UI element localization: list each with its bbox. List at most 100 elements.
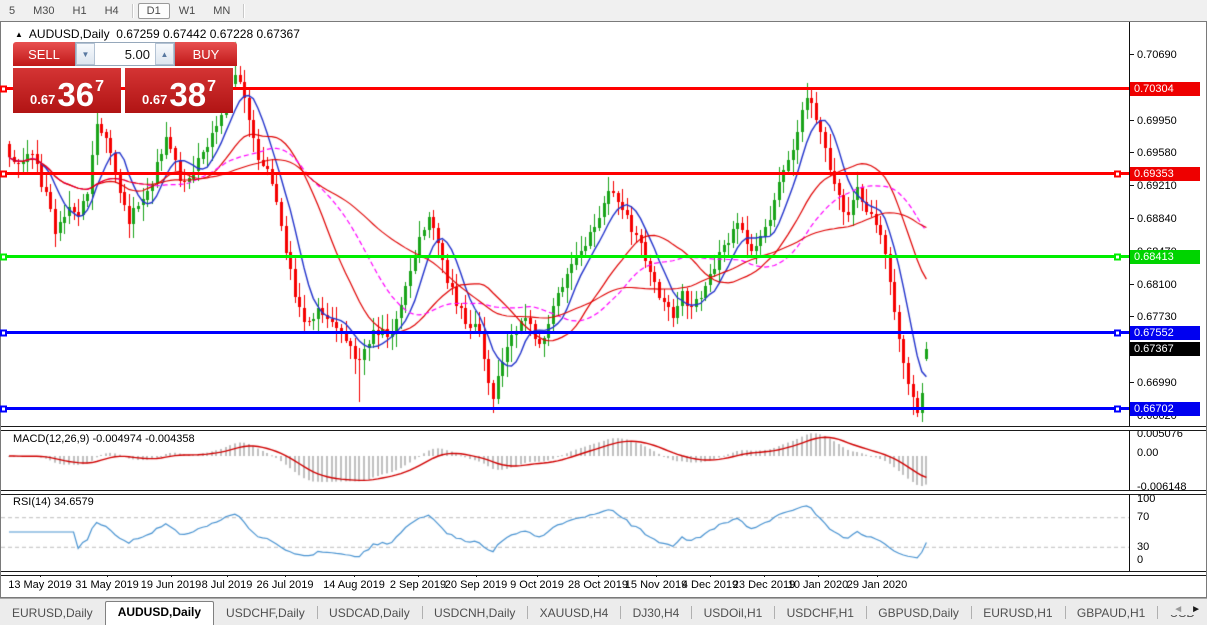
line-right-handle[interactable] — [1114, 329, 1121, 336]
current-price-label: 0.67367 — [1130, 342, 1200, 356]
price-axis-tick — [1129, 316, 1134, 317]
macd-rsi-splitter[interactable] — [1, 490, 1206, 495]
line-left-handle[interactable] — [0, 170, 7, 177]
symbol-tab-usdchf[interactable]: USDCHF,H1 — [775, 602, 866, 625]
macd-axis-label: 0.00 — [1137, 447, 1158, 459]
timeframe-button-d1[interactable]: D1 — [138, 3, 170, 19]
rsi-dateaxis-splitter — [1, 571, 1206, 576]
symbol-tab-usdcnh[interactable]: USDCNH,Daily — [422, 602, 527, 625]
rsi-panel-canvas[interactable] — [1, 493, 1129, 571]
timeframe-button-h4[interactable]: H4 — [96, 3, 128, 19]
ohlc-close: 0.67367 — [256, 27, 299, 41]
buy-price-prefix: 0.67 — [142, 92, 167, 107]
sell-price-big: 36 — [57, 80, 94, 110]
date-axis-label: 8 Jul 2019 — [202, 579, 253, 591]
price-axis-tick — [1129, 152, 1134, 153]
line-left-handle[interactable] — [0, 329, 7, 336]
rsi-axis-label: 0 — [1137, 554, 1143, 566]
price-level-label: 0.70304 — [1130, 82, 1200, 96]
toolbar-separator — [243, 4, 245, 18]
ohlc-high: 0.67442 — [163, 27, 206, 41]
date-axis-label: 29 Jan 2020 — [847, 579, 908, 591]
ohlc-open: 0.67259 — [116, 27, 159, 41]
timeframe-button-m30[interactable]: M30 — [24, 3, 63, 19]
price-axis-label: 0.66990 — [1137, 377, 1177, 389]
chart-symbol-label: AUDUSD,Daily — [29, 27, 110, 41]
buy-price-big: 38 — [169, 80, 206, 110]
chart-title: ▲AUDUSD,Daily 0.67259 0.67442 0.67228 0.… — [15, 27, 300, 41]
rsi-indicator-label: RSI(14) 34.6579 — [13, 496, 94, 508]
line-left-handle[interactable] — [0, 405, 7, 412]
buy-quote-box[interactable]: 0.67 38 7 — [125, 68, 233, 113]
line-left-handle[interactable] — [0, 85, 7, 92]
price-axis-label: 0.68100 — [1137, 279, 1177, 291]
horizontal-level-line[interactable] — [2, 407, 1129, 410]
symbol-tab-eurusd[interactable]: EURUSD,Daily — [0, 602, 105, 625]
line-right-handle[interactable] — [1114, 170, 1121, 177]
date-axis-label: 10 Jan 2020 — [788, 579, 849, 591]
line-right-handle[interactable] — [1114, 405, 1121, 412]
price-axis-label: 0.67730 — [1137, 311, 1177, 323]
date-axis-label: 13 May 2019 — [8, 579, 72, 591]
rsi-axis-label: 70 — [1137, 511, 1149, 523]
sell-price-pip: 7 — [95, 78, 104, 96]
price-axis-tick — [1129, 218, 1134, 219]
price-axis-tick — [1129, 120, 1134, 121]
timeframe-button-5[interactable]: 5 — [0, 3, 24, 19]
price-axis-tick — [1129, 185, 1134, 186]
volume-increase-icon[interactable]: ▲ — [155, 43, 174, 65]
macd-indicator-label: MACD(12,26,9) -0.004974 -0.004358 — [13, 433, 195, 445]
price-axis-label: 0.70690 — [1137, 49, 1177, 61]
tab-scroll-right-icon[interactable]: ► — [1191, 604, 1201, 615]
date-axis-label: 15 Nov 2019 — [625, 579, 687, 591]
volume-input[interactable] — [95, 43, 155, 65]
timeframe-button-w1[interactable]: W1 — [170, 3, 205, 19]
collapse-triangle-icon[interactable]: ▲ — [15, 30, 23, 39]
price-level-label: 0.67552 — [1130, 326, 1200, 340]
buy-button[interactable]: BUY — [175, 42, 237, 66]
symbol-tab-gbpaud[interactable]: GBPAUD,H1 — [1065, 602, 1157, 625]
one-click-trading-panel: SELL ▼ ▲ BUY 0.67 36 7 0.67 38 7 — [13, 42, 237, 113]
price-axis-label: 0.69950 — [1137, 115, 1177, 127]
symbol-tab-eurusd[interactable]: EURUSD,H1 — [971, 602, 1064, 625]
line-left-handle[interactable] — [0, 253, 7, 260]
symbol-tab-audusd[interactable]: AUDUSD,Daily — [105, 601, 214, 625]
horizontal-level-line[interactable] — [2, 172, 1129, 175]
horizontal-level-line[interactable] — [2, 331, 1129, 334]
horizontal-level-line[interactable] — [2, 255, 1129, 258]
price-axis-tick — [1129, 54, 1134, 55]
timeframe-button-h1[interactable]: H1 — [64, 3, 96, 19]
price-axis-label: 0.69580 — [1137, 147, 1177, 159]
date-axis-label: 31 May 2019 — [75, 579, 139, 591]
price-level-label: 0.66702 — [1130, 402, 1200, 416]
price-axis-label: 0.69210 — [1137, 180, 1177, 192]
tab-scroll-arrows: ◄ ► — [1167, 604, 1201, 615]
price-axis-label: 0.68840 — [1137, 213, 1177, 225]
date-axis-label: 20 Sep 2019 — [445, 579, 507, 591]
symbol-tab-usdchf[interactable]: USDCHF,Daily — [214, 602, 317, 625]
date-axis-label: 9 Oct 2019 — [510, 579, 564, 591]
sell-button[interactable]: SELL — [13, 42, 75, 66]
price-axis-tick — [1129, 382, 1134, 383]
date-axis-label: 23 Dec 2019 — [733, 579, 795, 591]
date-axis-label: 19 Jun 2019 — [141, 579, 202, 591]
toolbar-separator — [132, 4, 134, 18]
price-axis-tick — [1129, 284, 1134, 285]
symbol-tab-dj30[interactable]: DJ30,H4 — [621, 602, 692, 625]
rsi-axis-label: 30 — [1137, 541, 1149, 553]
symbol-tab-usdcad[interactable]: USDCAD,Daily — [317, 602, 422, 625]
symbol-tab-gbpusd[interactable]: GBPUSD,Daily — [866, 602, 971, 625]
timeframe-button-mn[interactable]: MN — [204, 3, 239, 19]
symbol-tab-usdoil[interactable]: USDOil,H1 — [692, 602, 775, 625]
volume-decrease-icon[interactable]: ▼ — [76, 43, 95, 65]
symbol-tab-xauusd[interactable]: XAUUSD,H4 — [528, 602, 621, 625]
tab-scroll-left-icon[interactable]: ◄ — [1173, 604, 1183, 615]
sell-quote-box[interactable]: 0.67 36 7 — [13, 68, 121, 113]
chart-window: ▲AUDUSD,Daily 0.67259 0.67442 0.67228 0.… — [0, 21, 1207, 598]
line-right-handle[interactable] — [1114, 253, 1121, 260]
main-macd-splitter[interactable] — [1, 426, 1206, 431]
date-axis-label: 26 Jul 2019 — [257, 579, 314, 591]
date-axis-label: 2 Sep 2019 — [390, 579, 446, 591]
